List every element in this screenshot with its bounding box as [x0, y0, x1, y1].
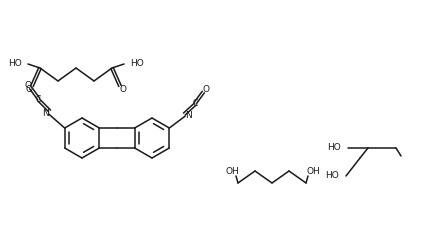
Text: O: O — [24, 81, 31, 90]
Text: C: C — [36, 95, 41, 104]
Text: OH: OH — [225, 167, 239, 175]
Text: N: N — [42, 109, 49, 119]
Text: HO: HO — [325, 172, 339, 180]
Text: HO: HO — [130, 60, 144, 69]
Text: HO: HO — [8, 60, 22, 69]
Text: O: O — [120, 85, 127, 94]
Text: O: O — [26, 85, 32, 94]
Text: HO: HO — [327, 144, 341, 153]
Text: O: O — [203, 85, 210, 94]
Text: N: N — [185, 111, 192, 120]
Text: OH: OH — [306, 167, 320, 175]
Text: C: C — [193, 99, 198, 109]
